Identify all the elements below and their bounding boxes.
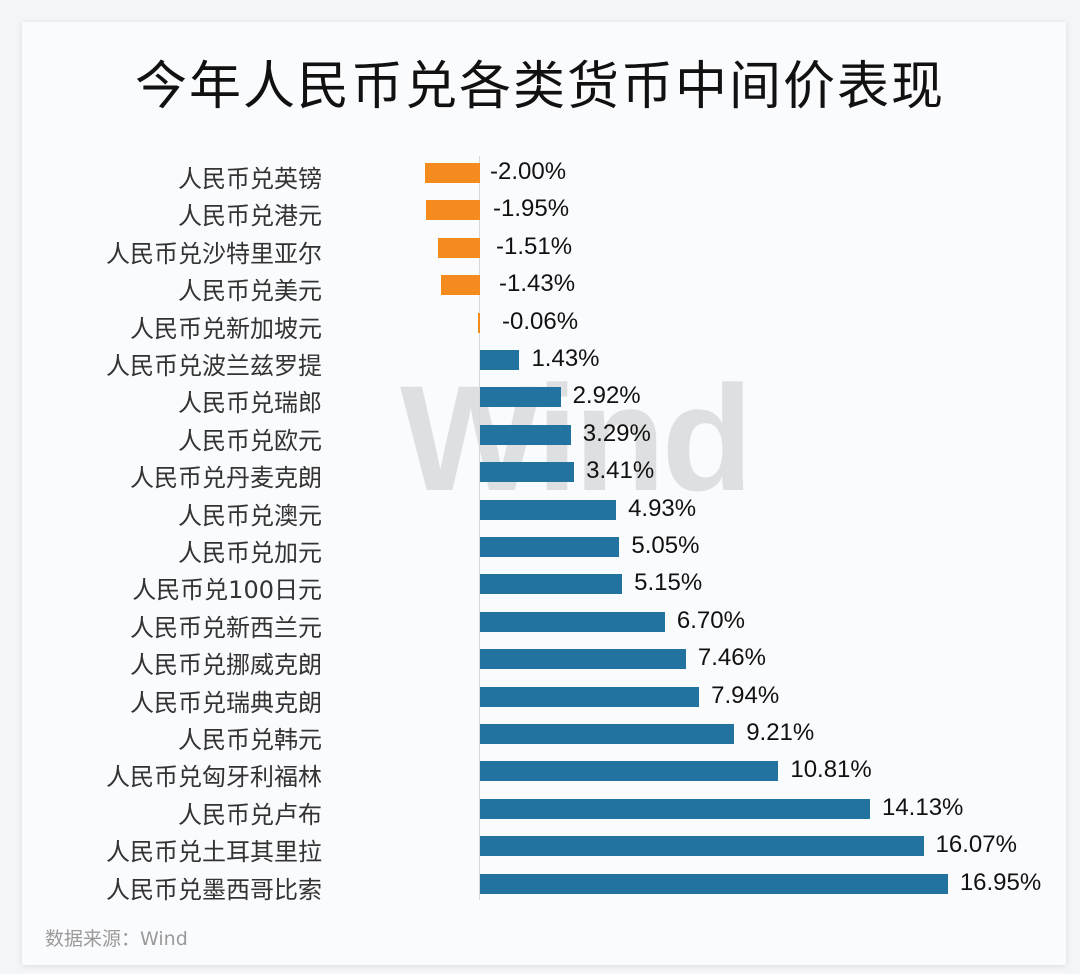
category-label: 人民币兑匈牙利福林 (106, 763, 322, 792)
positive-bar (480, 537, 620, 557)
positive-bar (480, 499, 617, 520)
value-label: 14.13% (881, 793, 964, 821)
negative-bar (438, 237, 480, 258)
negative-bar (478, 312, 480, 333)
value-label: 6.70% (676, 606, 745, 634)
category-label: 人民币兑100日元 (132, 576, 322, 605)
category-label: 人民币兑沙特里亚尔 (106, 239, 322, 268)
positive-bar (480, 574, 623, 595)
bar-row: 人民币兑港元 -1.95% (0, 193, 1080, 230)
value-label: -1.43% (499, 270, 576, 298)
value-label: 2.92% (572, 382, 641, 410)
category-label: 人民币兑挪威克朗 (130, 651, 322, 680)
category-label: 人民币兑欧元 (178, 426, 322, 455)
category-label: 人民币兑土耳其里拉 (106, 838, 322, 867)
bar-row: 人民币兑丹麦克朗 3.41% (0, 455, 1080, 492)
value-label: 9.21% (746, 719, 815, 746)
value-label: -0.06% (502, 307, 579, 335)
bar-row: 人民币兑新西兰元 6.70% (0, 605, 1080, 642)
data-source-note: 数据来源：Wind (45, 928, 188, 950)
positive-bar (480, 873, 948, 894)
positive-bar (480, 611, 665, 632)
positive-bar (480, 686, 700, 707)
category-label: 人民币兑墨西哥比索 (106, 875, 322, 904)
category-label: 人民币兑丹麦克朗 (130, 464, 322, 493)
bar-row: 人民币兑英镑 -2.00% (0, 156, 1080, 193)
bar-row: 人民币兑卢布 14.13% (0, 792, 1080, 829)
category-label: 人民币兑波兰兹罗提 (106, 352, 322, 380)
bar-row: 人民币兑新加坡元 -0.06% (0, 306, 1080, 343)
value-label: 10.81% (790, 756, 872, 784)
positive-bar (480, 424, 571, 445)
bar-row: 人民币兑墨西哥比索 16.95% (0, 867, 1080, 904)
category-label: 人民币兑英镑 (178, 165, 322, 193)
value-label: 7.94% (711, 681, 780, 709)
value-label: 4.93% (628, 494, 697, 522)
category-label: 人民币兑新加坡元 (130, 314, 322, 343)
negative-bar (440, 275, 480, 296)
category-label: 人民币兑瑞典克朗 (130, 688, 322, 717)
bar-row: 人民币兑瑞郎 2.92% (0, 380, 1080, 417)
chart-title: 今年人民币兑各类货币中间价表现 (134, 57, 945, 117)
bar-row: 人民币兑匈牙利福林 10.81% (0, 754, 1080, 791)
value-label: 5.05% (631, 532, 700, 559)
value-label: -2.00% (490, 158, 567, 185)
value-label: 3.41% (586, 457, 655, 485)
positive-bar (480, 387, 561, 408)
positive-bar (480, 649, 686, 670)
bar-row: 人民币兑土耳其里拉 16.07% (0, 829, 1080, 866)
negative-bar (424, 163, 480, 183)
category-label: 人民币兑新西兰元 (130, 613, 322, 642)
bar-row: 人民币兑欧元 3.29% (0, 418, 1080, 455)
value-label: 5.15% (634, 569, 703, 597)
category-label: 人民币兑韩元 (178, 726, 322, 754)
category-label: 人民币兑美元 (178, 277, 322, 306)
bar-row: 人民币兑加元 5.05% (0, 530, 1080, 567)
positive-bar (480, 462, 575, 483)
value-label: 7.46% (697, 644, 766, 672)
positive-bar (480, 724, 735, 744)
category-label: 人民币兑卢布 (178, 800, 322, 829)
zero-axis-line (479, 156, 480, 900)
bar-row: 人民币兑沙特里亚尔 -1.51% (0, 231, 1080, 268)
bar-row: 人民币兑瑞典克朗 7.94% (0, 680, 1080, 717)
value-label: 1.43% (531, 345, 600, 372)
category-label: 人民币兑澳元 (178, 501, 322, 530)
positive-bar (480, 798, 870, 819)
positive-bar (480, 761, 779, 782)
positive-bar (480, 350, 520, 370)
category-label: 人民币兑加元 (178, 539, 322, 567)
value-label: 3.29% (582, 419, 651, 447)
bar-row: 人民币兑100日元 5.15% (0, 567, 1080, 604)
bar-row: 人民币兑波兰兹罗提 1.43% (0, 343, 1080, 380)
bar-row: 人民币兑澳元 4.93% (0, 493, 1080, 530)
value-label: 16.95% (959, 868, 1042, 896)
value-label: -1.95% (493, 195, 570, 223)
value-label: -1.51% (496, 232, 573, 260)
positive-bar (480, 836, 924, 857)
wind-watermark: Wind (400, 354, 753, 522)
category-label: 人民币兑瑞郎 (178, 389, 322, 418)
bar-row: 人民币兑美元 -1.43% (0, 268, 1080, 305)
bar-row: 人民币兑挪威克朗 7.46% (0, 642, 1080, 679)
value-label: 16.07% (935, 831, 1017, 859)
negative-bar (426, 200, 480, 221)
category-label: 人民币兑港元 (178, 202, 322, 231)
bar-row: 人民币兑韩元 9.21% (0, 717, 1080, 754)
